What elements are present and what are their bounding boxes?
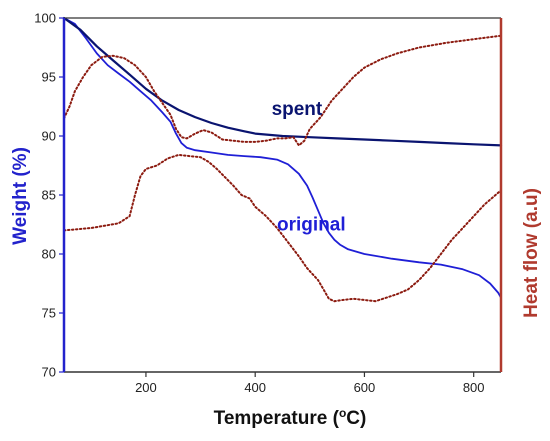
y-tick-label: 90 bbox=[42, 129, 56, 144]
y-tick-label: 70 bbox=[42, 365, 56, 380]
y-axis-title-left: Weight (%) bbox=[10, 147, 31, 245]
x-ticks: 200 400 600 800 bbox=[135, 372, 485, 395]
y-tick-label: 80 bbox=[42, 247, 56, 262]
annotation-spent: spent bbox=[272, 99, 323, 120]
series-line-spent bbox=[62, 16, 503, 147]
annotation-original: original bbox=[277, 214, 346, 235]
x-tick-label: 200 bbox=[135, 380, 157, 395]
y-tick-label: 75 bbox=[42, 306, 56, 321]
y-axis-title-right: Heat flow (a.u) bbox=[521, 188, 542, 318]
x-axis-title: Temperature (oC) bbox=[214, 406, 367, 429]
x-tick-label: 800 bbox=[463, 380, 485, 395]
x-axis-title-main: Temperature ( bbox=[214, 408, 340, 429]
series-line-heat-flow-spent bbox=[63, 34, 502, 147]
x-tick-label: 600 bbox=[354, 380, 376, 395]
y-tick-label: 85 bbox=[42, 188, 56, 203]
y-tick-label: 100 bbox=[34, 11, 56, 26]
x-axis-title-unit: C) bbox=[346, 408, 366, 429]
series-line-original bbox=[63, 17, 502, 299]
y-ticks: 70 75 80 85 90 95 100 bbox=[34, 11, 64, 380]
plot-lines bbox=[62, 16, 503, 303]
y-tick-label: 95 bbox=[42, 70, 56, 85]
x-tick-label: 400 bbox=[244, 380, 266, 395]
x-axis-title-sup: o bbox=[339, 406, 346, 420]
axes bbox=[62, 17, 503, 373]
series-line-heat-flow-original bbox=[63, 153, 502, 303]
